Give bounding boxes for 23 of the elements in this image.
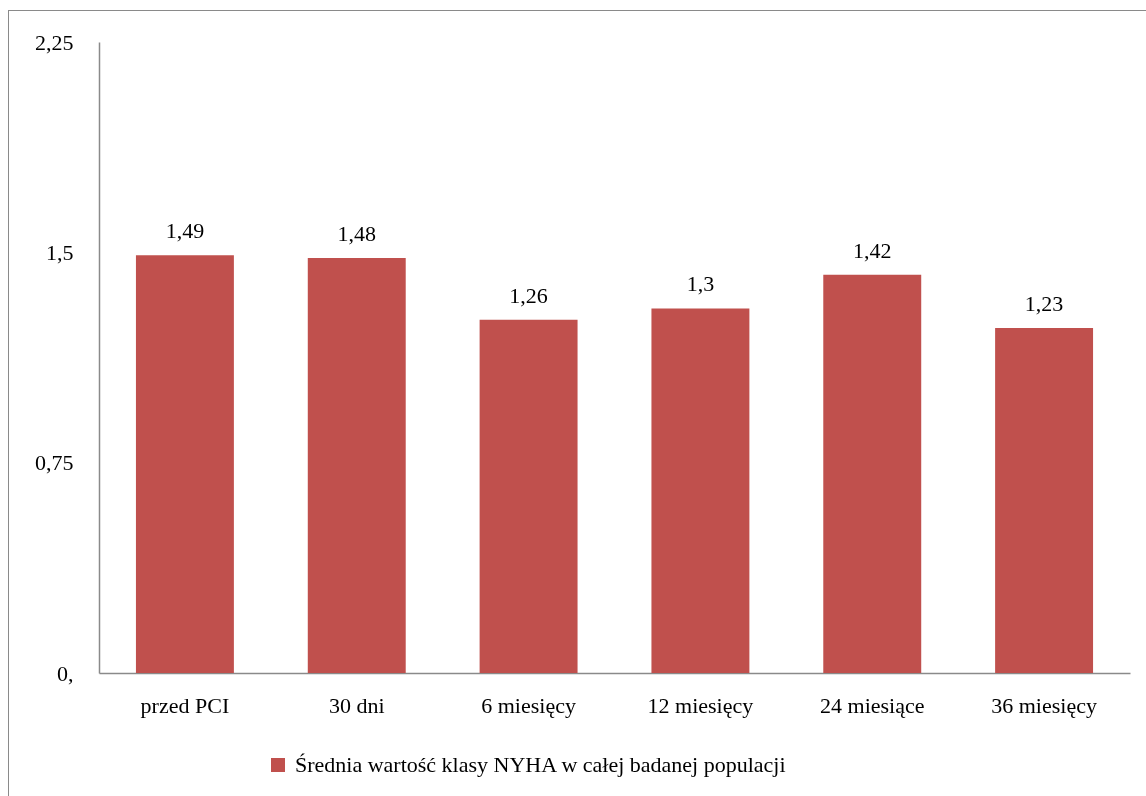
y-tick-label: 0,75 [35,450,74,476]
bar [995,328,1094,673]
x-tick-label: 24 miesiące [820,692,925,718]
data-label: 1,26 [509,282,548,308]
data-label: 1,23 [1024,291,1064,317]
data-label: 1,49 [165,218,205,244]
bar [651,308,750,673]
y-tick-label: 0, [57,660,74,686]
bar [135,255,234,673]
x-tick-label: 36 miesięcy [991,692,1097,718]
y-tick-label: 2,25 [35,29,74,55]
bar [823,274,922,673]
data-label: 1,48 [337,220,376,246]
x-tick-label: 6 miesięcy [481,692,576,718]
x-tick-label: przed PCI [140,692,230,718]
data-label: 1,3 [686,271,715,297]
legend-label: Średnia wartość klasy NYHA w całej badanej populacji [295,752,786,777]
bar [307,257,406,673]
data-label: 1,42 [853,237,892,263]
x-tick-label: 12 miesięcy [647,692,754,718]
bar [479,319,578,673]
x-tick-label: 30 dni [328,692,385,718]
y-tick-label: 1,5 [46,239,74,265]
